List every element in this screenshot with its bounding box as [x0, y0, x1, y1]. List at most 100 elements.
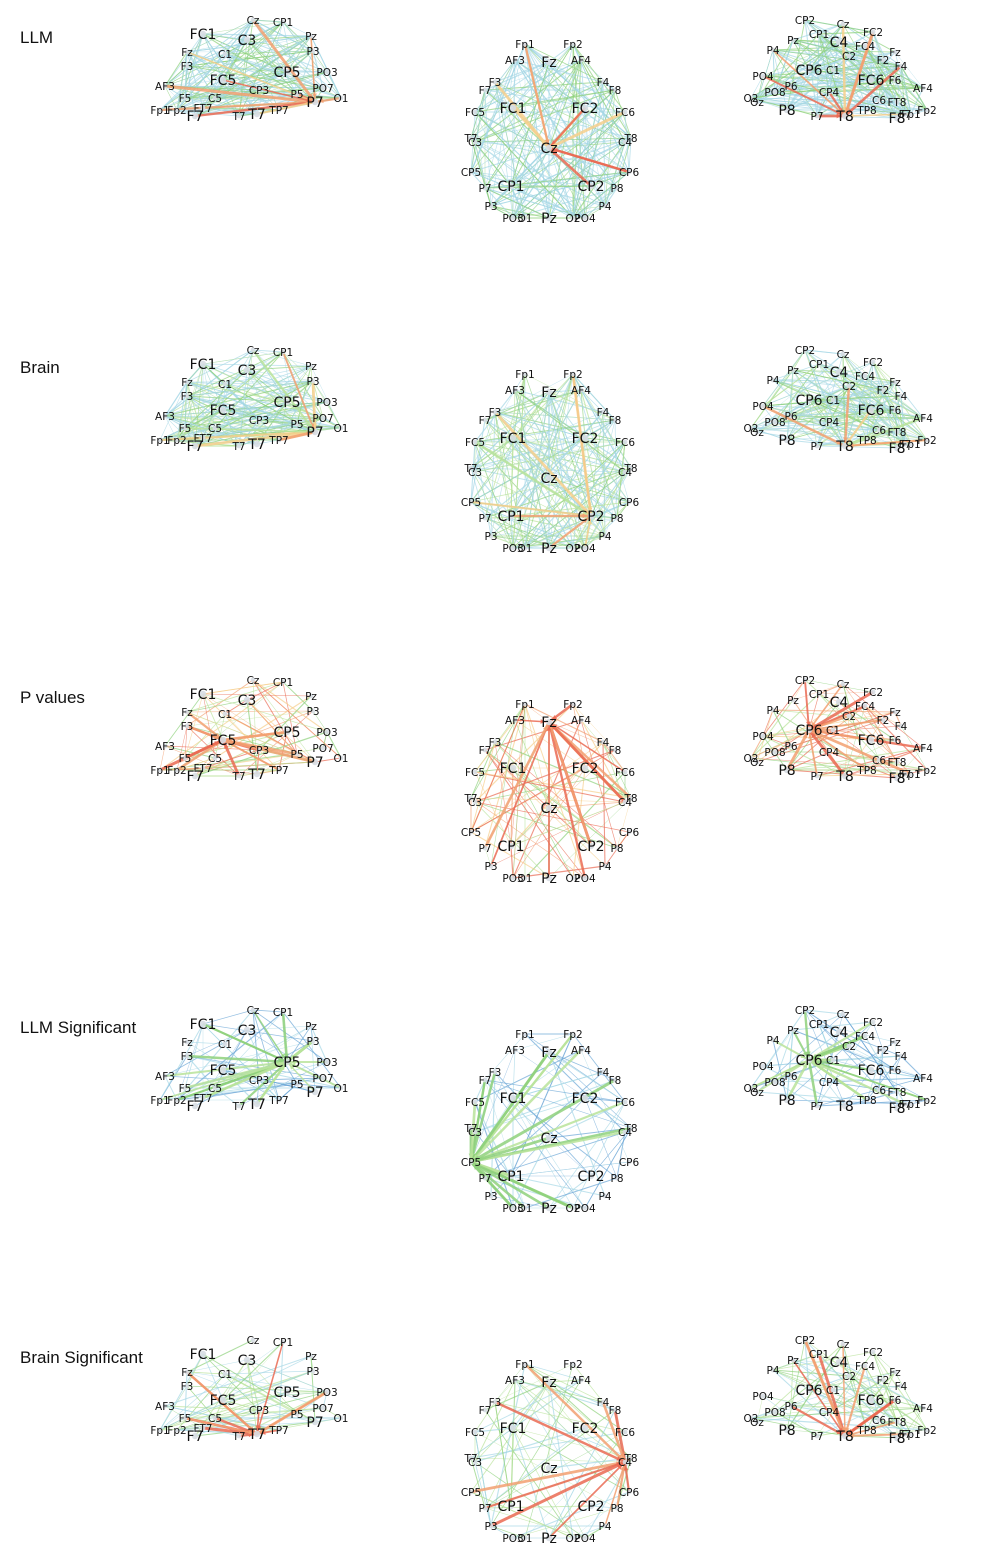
edge [548, 111, 626, 219]
edge [524, 515, 592, 549]
edge [214, 35, 312, 99]
electrode-node [582, 1535, 588, 1541]
electrode-label: CP1 [497, 1169, 524, 1185]
electrode-label: P7 [478, 843, 491, 855]
electrode-node [253, 110, 261, 118]
electrode-label: PO3 [316, 1057, 337, 1069]
electrode-node [256, 1407, 262, 1413]
electrode-label: F4 [597, 407, 610, 419]
edge [750, 75, 764, 99]
edge-highlight [547, 721, 593, 847]
electrode-node [200, 1095, 206, 1101]
electrode-node [748, 1415, 754, 1421]
edge [484, 1409, 616, 1509]
edge [580, 59, 592, 187]
electrode-label: FC1 [500, 101, 527, 117]
edge [808, 399, 898, 449]
edge [186, 65, 298, 95]
electrode-node [570, 545, 576, 551]
electrode-node [772, 749, 778, 755]
electrode-label: C1 [218, 379, 232, 391]
electrode-label: Fp2 [917, 435, 936, 447]
electrode-label: Fp1 [901, 1429, 920, 1441]
edge [750, 97, 818, 117]
electrode-node [468, 465, 474, 471]
edge-arrowhead [473, 1164, 479, 1170]
edge [844, 719, 884, 777]
edge [186, 1359, 248, 1373]
electrode-node [924, 767, 930, 773]
electrode-label: P4 [766, 375, 779, 387]
edge [864, 1365, 898, 1423]
electrode-label: F8 [609, 415, 622, 427]
electrode-node [338, 95, 344, 101]
edge [548, 391, 574, 549]
edge [484, 1507, 586, 1539]
edge [214, 695, 312, 759]
electrode-label: Fp1 [901, 1099, 920, 1111]
electrode-label: Cz [247, 345, 260, 357]
electrode-label: FC2 [863, 1017, 883, 1029]
electrode-node [841, 112, 849, 120]
edge [872, 361, 912, 445]
edge-highlight [184, 427, 316, 433]
edge [512, 373, 574, 549]
edge [756, 1375, 850, 1423]
electrode-label: PO7 [312, 83, 333, 95]
electrode-label: PO4 [574, 873, 596, 885]
edge [238, 369, 248, 447]
electrode-node [870, 689, 876, 695]
edge [864, 45, 898, 119]
electrode-node [898, 63, 904, 69]
electrode-node [219, 406, 227, 414]
electrode-node [310, 1368, 316, 1374]
electrode-label: Fz [889, 1037, 901, 1049]
electrode-node [754, 99, 760, 105]
electrode-label: Pz [787, 1355, 799, 1367]
electrode-node [492, 1399, 498, 1405]
edge [484, 1033, 526, 1081]
edge [159, 427, 186, 441]
electrode-node [898, 1383, 904, 1389]
electrode-node [184, 63, 190, 69]
electrode-label: FT8 [888, 97, 907, 109]
electrode-label: PO4 [574, 543, 596, 555]
electrode-node [802, 1007, 808, 1013]
edge [494, 741, 632, 799]
edge-arrowhead [587, 519, 592, 525]
electrode-node [507, 512, 515, 520]
electrode-node [924, 107, 930, 113]
edge [524, 1363, 574, 1539]
edge-highlight [256, 1390, 328, 1436]
electrode-node [864, 1097, 870, 1103]
electrode-label: FT8 [888, 1087, 907, 1099]
edge-arrowhead [847, 437, 852, 443]
edge [818, 33, 830, 93]
electrode-node [243, 366, 251, 374]
edge [470, 501, 574, 549]
electrode-node [622, 1129, 628, 1135]
edge [278, 1341, 284, 1431]
edge [194, 365, 312, 447]
edge [176, 51, 188, 111]
edge-arrowhead [291, 1059, 296, 1065]
electrode-node [492, 79, 498, 85]
electrode-label: Cz [837, 1009, 850, 1021]
edge [772, 1039, 788, 1101]
electrode-node [162, 1403, 168, 1409]
edge-arrowhead [290, 1054, 296, 1060]
electrode-label: TP7 [268, 435, 288, 447]
electrode-label: O1 [518, 213, 533, 225]
electrode-node [280, 1339, 286, 1345]
edge [808, 1361, 840, 1391]
electrode-node [212, 755, 218, 761]
edge [194, 87, 324, 117]
electrode-label: F6 [889, 75, 902, 87]
electrode-node [311, 428, 319, 436]
edge-highlight [547, 721, 587, 879]
electrode-node [841, 1102, 849, 1110]
edge [524, 1363, 582, 1381]
edge [484, 1079, 632, 1129]
electrode-label: CP2 [577, 179, 604, 195]
